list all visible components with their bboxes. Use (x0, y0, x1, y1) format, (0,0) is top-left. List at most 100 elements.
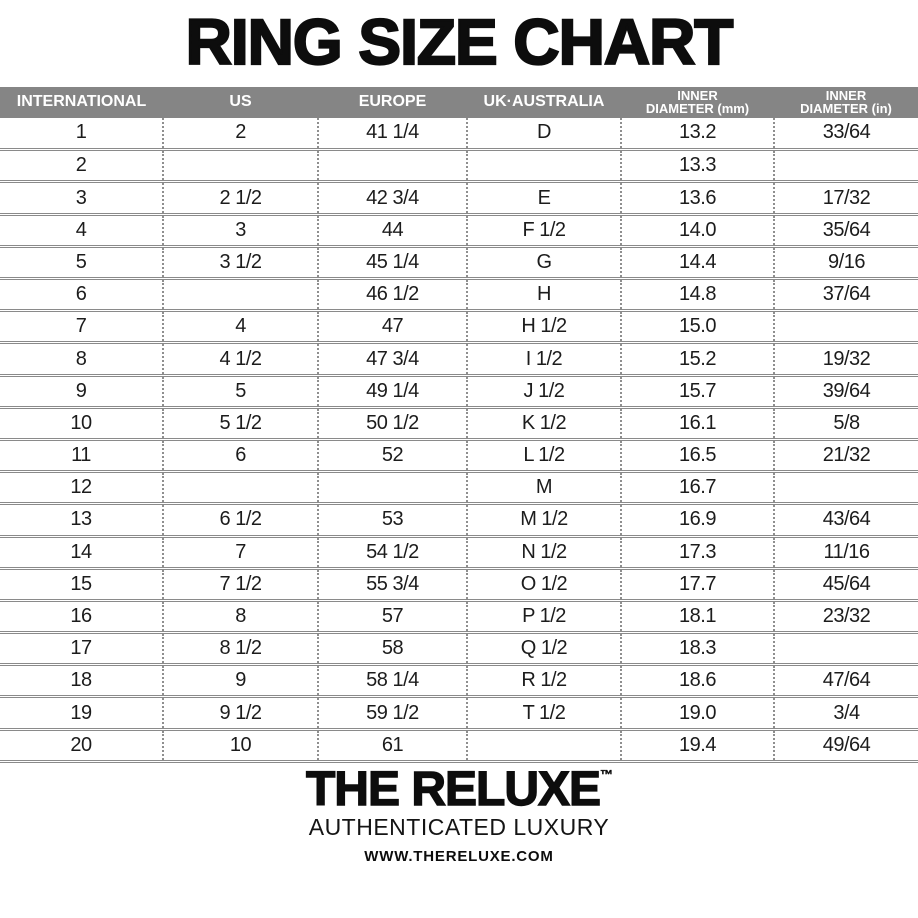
table-row: 16 8 57 P 1/2 18.1 23/32 (0, 600, 918, 635)
brand-tagline: AUTHENTICATED LUXURY (308, 813, 610, 840)
table-cell: 16.5 (619, 439, 775, 474)
table-cell: 4 (162, 310, 318, 345)
table-cell: O 1/2 (465, 568, 621, 602)
table-cell: 14.4 (619, 246, 775, 281)
table-cell: 37/64 (773, 278, 918, 313)
table-cell: 42 3/4 (316, 181, 467, 216)
table-cell: 5 (162, 375, 318, 409)
table-cell: 5/8 (773, 407, 918, 441)
table-cell (316, 149, 467, 184)
table-cell: 17 (0, 632, 164, 667)
table-cell: K 1/2 (465, 407, 621, 441)
table-cell: 17/32 (773, 181, 918, 216)
table-cell: 47 (316, 310, 467, 345)
column-header-6: INNER DIAMETER (in) (774, 87, 918, 118)
table-cell: 19 (0, 696, 164, 731)
table-cell: 13 (0, 503, 164, 538)
table-cell: 35/64 (773, 214, 918, 248)
table-cell: 13.6 (619, 181, 775, 216)
table-cell: 45 1/4 (316, 246, 467, 281)
table-cell: 57 (316, 600, 467, 635)
table-row: 19 9 1/2 59 1/2 T 1/2 19.0 3/4 (0, 696, 918, 731)
table-cell: 20 (0, 729, 164, 763)
table-cell: 2 1/2 (162, 181, 318, 216)
table-cell: 46 1/2 (316, 278, 467, 313)
table-row: 6 46 1/2 H 14.8 37/64 (0, 278, 918, 313)
table-cell: 18.3 (619, 632, 775, 667)
table-header-row: INTERNATIONAL US EUROPE UK·AUSTRALIA INNER DI… (0, 87, 918, 118)
table-cell: 6 (162, 439, 318, 474)
table-cell: 2 (0, 149, 164, 184)
table-cell: 9 (0, 375, 164, 409)
table-cell: 16.7 (619, 471, 775, 506)
table-cell: 54 1/2 (316, 536, 467, 570)
table-cell: 52 (316, 439, 467, 474)
table-cell: 6 (0, 278, 164, 313)
table-cell: 19.4 (619, 729, 775, 763)
table-cell: 2 (162, 117, 318, 152)
table-row: 15 7 1/2 55 3/4 O 1/2 17.7 45/64 (0, 568, 918, 602)
table-cell: L 1/2 (465, 439, 621, 474)
table-cell: 44 (316, 214, 467, 248)
table-cell: 15.0 (619, 310, 775, 345)
table-cell (773, 310, 918, 345)
table-cell: 3/4 (773, 696, 918, 731)
table-cell: 16.1 (619, 407, 775, 441)
table-cell: 8 1/2 (162, 632, 318, 667)
table-cell: 4 (0, 214, 164, 248)
table-cell: 15.2 (619, 342, 775, 377)
table-cell: P 1/2 (465, 600, 621, 635)
table-cell: 18 (0, 664, 164, 699)
table-cell: 4 1/2 (162, 342, 318, 377)
table-cell: 47 3/4 (316, 342, 467, 377)
column-header-4: UK·AUSTRALIA (466, 87, 621, 118)
table-cell (773, 632, 918, 667)
table-cell: 23/32 (773, 600, 918, 635)
brand-logo: THE RELUXE™ (0, 765, 918, 814)
table-cell: 8 (0, 342, 164, 377)
table-row: 14 7 54 1/2 N 1/2 17.3 11/16 (0, 536, 918, 570)
table-row: 9 5 49 1/4 J 1/2 15.7 39/64 (0, 375, 918, 409)
column-header-2: US (163, 87, 318, 118)
column-header-1: INTERNATIONAL (0, 87, 164, 118)
table-row: 10 5 1/2 50 1/2 K 1/2 16.1 5/8 (0, 407, 918, 441)
table-row: 20 10 61 19.4 49/64 (0, 729, 918, 763)
table-cell: 9/16 (773, 246, 918, 281)
table-cell: T 1/2 (465, 696, 621, 731)
table-cell: 3 (0, 181, 164, 216)
table-cell: 41 1/4 (316, 117, 467, 152)
table-cell: 3 (162, 214, 318, 248)
table-cell: F 1/2 (465, 214, 621, 248)
column-header-5: INNER DIAMETER (mm) (621, 87, 775, 118)
table-cell (465, 149, 621, 184)
table-cell: 14.8 (619, 278, 775, 313)
table-cell: 5 1/2 (162, 407, 318, 441)
table-cell: 8 (162, 600, 318, 635)
table-cell: 9 1/2 (162, 696, 318, 731)
table-cell: 47/64 (773, 664, 918, 699)
table-cell: 13.2 (619, 117, 775, 152)
table-cell: 61 (316, 729, 467, 763)
table-cell: 9 (162, 664, 318, 699)
table-cell: 7 (0, 310, 164, 345)
table-row: 13 6 1/2 53 M 1/2 16.9 43/64 (0, 503, 918, 538)
table-cell (773, 149, 918, 184)
table-cell: 15 (0, 568, 164, 602)
table-row: 1 2 41 1/4 D 13.2 33/64 (0, 117, 918, 152)
column-header-3: EUROPE (317, 87, 467, 118)
trademark-symbol: ™ (600, 766, 613, 782)
table-cell: 10 (0, 407, 164, 441)
page-title: RING SIZE CHART (185, 6, 735, 78)
table-cell: 3 1/2 (162, 246, 318, 281)
table-cell: 19.0 (619, 696, 775, 731)
table-cell: 17.7 (619, 568, 775, 602)
table-cell: G (465, 246, 621, 281)
table-head: INTERNATIONAL US EUROPE UK·AUSTRALIA INNER DI… (0, 87, 918, 118)
table-cell: 12 (0, 471, 164, 506)
table-row: 7 4 47 H 1/2 15.0 (0, 310, 918, 345)
table-row: 18 9 58 1/4 R 1/2 18.6 47/64 (0, 664, 918, 699)
table-row: 12 M 16.7 (0, 471, 918, 506)
